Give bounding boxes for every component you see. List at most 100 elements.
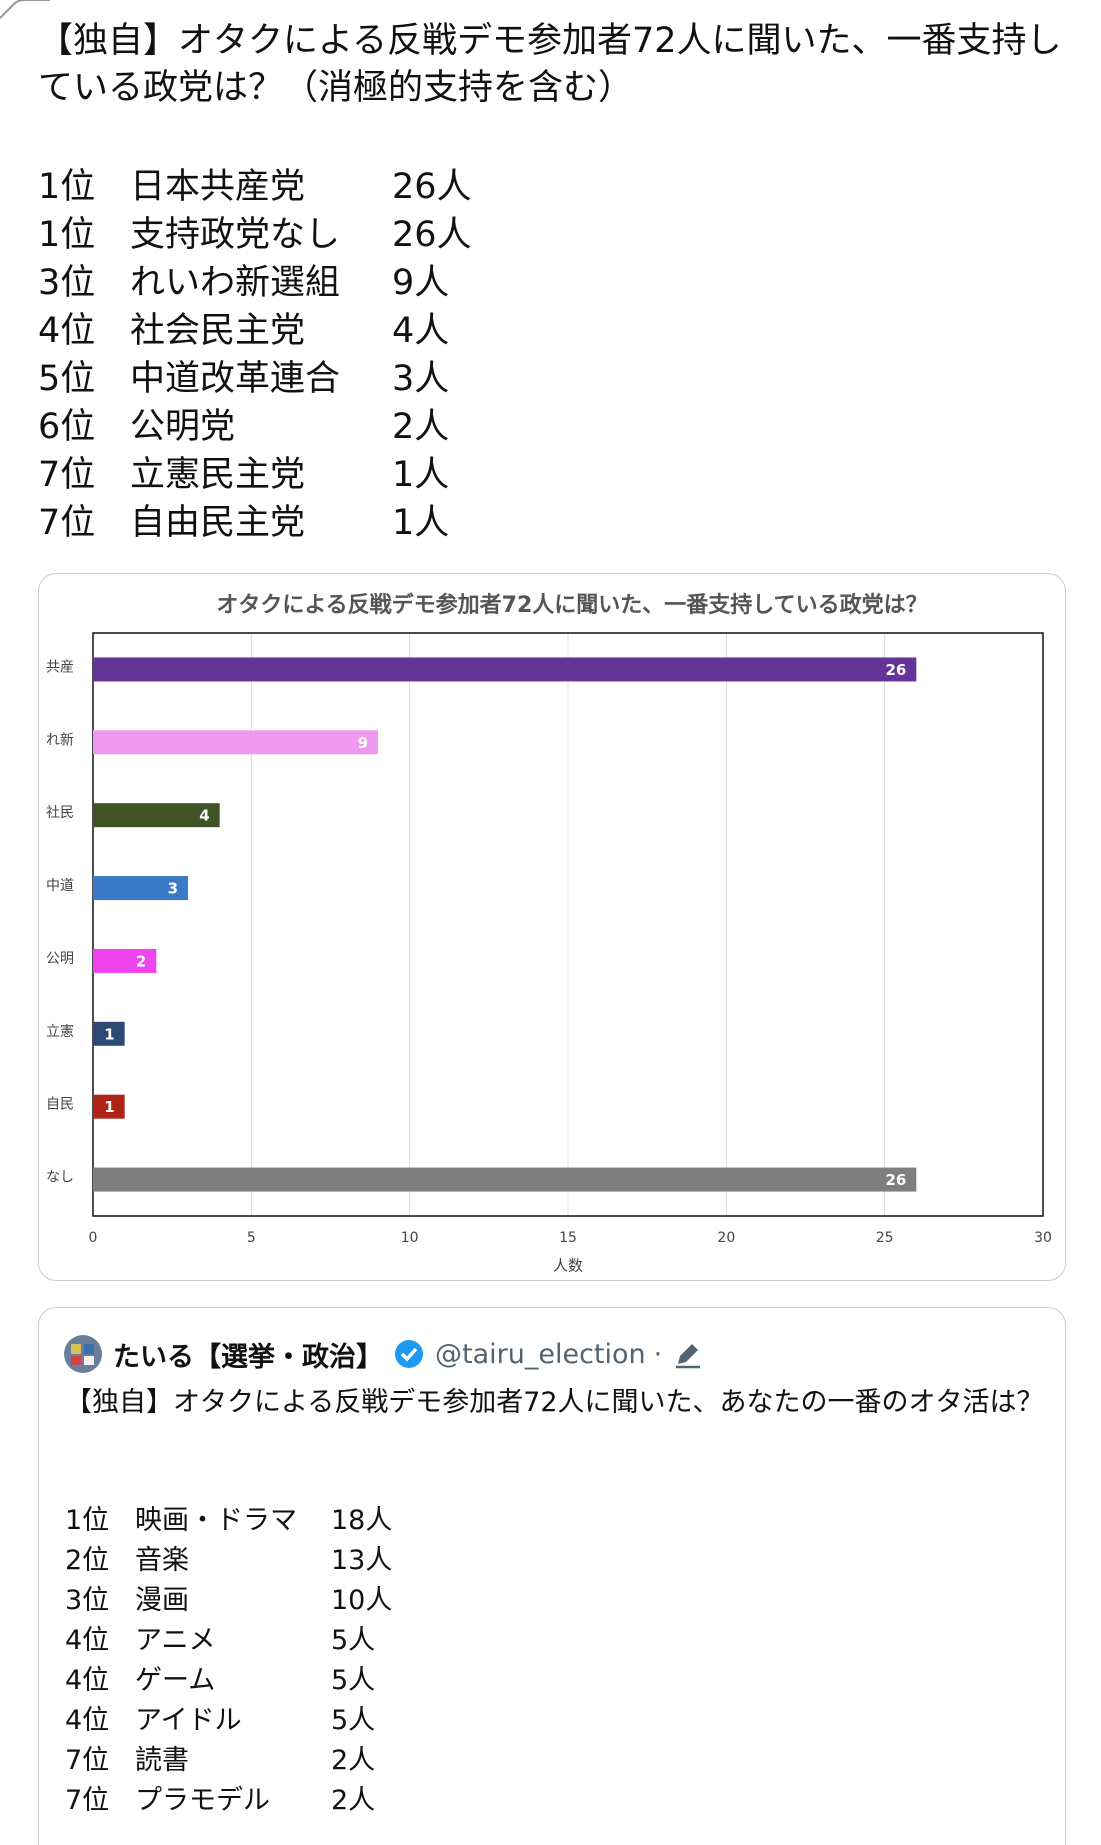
post-text: 【独自】オタクによる反戦デモ参加者72人に聞いた、一番支持している政党は？（消極… <box>38 21 1062 108</box>
chart-card: オタクによる反戦デモ参加者72人に聞いた、一番支持している政党は？ 0 5 10 15 2… <box>38 573 1066 1281</box>
count: 26人 <box>392 167 472 207</box>
rank: 2位 <box>65 1545 110 1576</box>
quote-ranking-row: 4位 ゲーム 5人 <box>65 1661 392 1701</box>
item: 公明党 <box>130 407 236 447</box>
x-tick-label: 0 <box>89 1230 98 1246</box>
ranking-row: 4位 社会民主党 4人 <box>38 307 472 355</box>
value-label: 3 <box>168 880 178 898</box>
y-tick-label: 中道 <box>46 878 74 894</box>
rank: 7位 <box>65 1785 110 1816</box>
item: ゲーム <box>135 1665 216 1696</box>
rank: 3位 <box>65 1585 110 1616</box>
rank: 7位 <box>38 455 96 495</box>
x-tick-label: 25 <box>876 1230 894 1246</box>
ranking-row: 3位 れいわ新選組 9人 <box>38 259 472 307</box>
value-label: 26 <box>885 1171 906 1189</box>
chart-title: オタクによる反戦デモ参加者72人に聞いた、一番支持している政党は？ <box>216 592 927 618</box>
x-tick-label: 5 <box>247 1230 256 1246</box>
rank: 1位 <box>65 1505 110 1536</box>
quote-ranking-row: 7位 読書 2人 <box>65 1741 392 1781</box>
bar <box>93 657 917 682</box>
count: 9人 <box>392 263 450 303</box>
bar <box>93 1094 125 1119</box>
y-tick-label: なし <box>46 1170 74 1186</box>
x-tick-label: 20 <box>717 1230 735 1246</box>
rank: 5位 <box>38 359 96 399</box>
count: 1人 <box>392 503 450 543</box>
quote-ranking-row: 4位 アイドル 5人 <box>65 1701 392 1741</box>
quoted-post[interactable]: たいる【選挙・政治】 @tairu_election · 【独自】オタクによる反… <box>38 1307 1066 1845</box>
quote-ranking-list: 1位 映画・ドラマ 18人 2位 音楽 13人 3位 漫画 10人 4位 アニメ 5人 4位 ゲーム 5人 4… <box>65 1501 392 1821</box>
count: 13人 <box>331 1545 393 1576</box>
value-label: 4 <box>199 807 209 825</box>
rank: 7位 <box>38 503 96 543</box>
plot-frame <box>92 632 1044 1217</box>
ranking-row: 7位 自由民主党 1人 <box>38 499 472 547</box>
ranking-row: 7位 立憲民主党 1人 <box>38 451 472 499</box>
quote-ranking-row: 1位 映画・ドラマ 18人 <box>65 1501 392 1541</box>
value-label: 26 <box>885 661 906 679</box>
item: 映画・ドラマ <box>135 1505 297 1536</box>
ranking-row: 1位 支持政党なし 26人 <box>38 211 472 259</box>
rank: 3位 <box>38 263 96 303</box>
x-axis-label: 人数 <box>553 1257 583 1275</box>
author-name[interactable]: たいる【選挙・政治】 <box>113 1341 383 1373</box>
bar <box>93 948 157 973</box>
y-tick-label: 立憲 <box>46 1023 74 1040</box>
quote-ranking-row: 2位 音楽 13人 <box>65 1541 392 1581</box>
rank: 4位 <box>65 1665 110 1696</box>
author-handle[interactable]: @tairu_election <box>435 1338 646 1370</box>
bar <box>93 803 220 828</box>
rank: 4位 <box>65 1705 110 1736</box>
item: 立憲民主党 <box>130 455 306 495</box>
edit-icon <box>676 1344 701 1369</box>
y-tick-label: 公明 <box>46 951 74 967</box>
item: 自由民主党 <box>130 503 306 543</box>
count: 2人 <box>392 407 450 447</box>
count: 18人 <box>331 1505 393 1536</box>
bar <box>93 876 188 901</box>
item: プラモデル <box>135 1785 270 1816</box>
rank: 6位 <box>38 407 96 447</box>
avatar[interactable] <box>63 1334 103 1374</box>
value-label: 9 <box>358 734 368 752</box>
count: 5人 <box>331 1625 376 1656</box>
count: 3人 <box>392 359 450 399</box>
item: れいわ新選組 <box>130 263 341 303</box>
count: 5人 <box>331 1705 376 1736</box>
bar <box>93 1167 917 1192</box>
y-tick-label: 自民 <box>46 1097 74 1113</box>
item: 支持政党なし <box>130 215 341 255</box>
count: 4人 <box>392 311 450 351</box>
bar <box>93 1021 125 1046</box>
rank: 4位 <box>65 1625 110 1656</box>
count: 10人 <box>331 1585 393 1616</box>
rank: 1位 <box>38 215 96 255</box>
item: 社会民主党 <box>130 311 306 351</box>
x-tick-label: 30 <box>1034 1230 1052 1246</box>
quote-ranking-row: 7位 プラモデル 2人 <box>65 1781 392 1821</box>
item: 読書 <box>135 1745 189 1776</box>
quote-header: たいる【選挙・政治】 @tairu_election · <box>63 1334 704 1374</box>
corner-frame <box>0 0 50 19</box>
item: アイドル <box>135 1705 242 1736</box>
ranking-row: 6位 公明党 2人 <box>38 403 472 451</box>
item: 日本共産党 <box>130 167 306 207</box>
count: 2人 <box>331 1785 376 1816</box>
value-label: 1 <box>104 1025 114 1043</box>
ranking-row: 1位 日本共産党 26人 <box>38 163 472 211</box>
y-tick-label: 社民 <box>46 805 74 821</box>
count: 2人 <box>331 1745 376 1776</box>
value-label: 1 <box>104 1098 114 1116</box>
quote-text: 【独自】オタクによる反戦デモ参加者72人に聞いた、あなたの一番のオタ活は？ <box>65 1387 1044 1418</box>
chart: オタクによる反戦デモ参加者72人に聞いた、一番支持している政党は？ 0 5 10 15 2… <box>46 592 1052 1275</box>
item: 中道改革連合 <box>130 359 341 399</box>
quote-ranking-row: 3位 漫画 10人 <box>65 1581 392 1621</box>
x-tick-label: 15 <box>559 1230 577 1246</box>
bar <box>93 730 378 755</box>
value-label: 2 <box>136 952 146 970</box>
rank: 4位 <box>38 311 96 351</box>
x-tick-label: 10 <box>401 1230 419 1246</box>
quote-ranking-row: 4位 アニメ 5人 <box>65 1621 392 1661</box>
